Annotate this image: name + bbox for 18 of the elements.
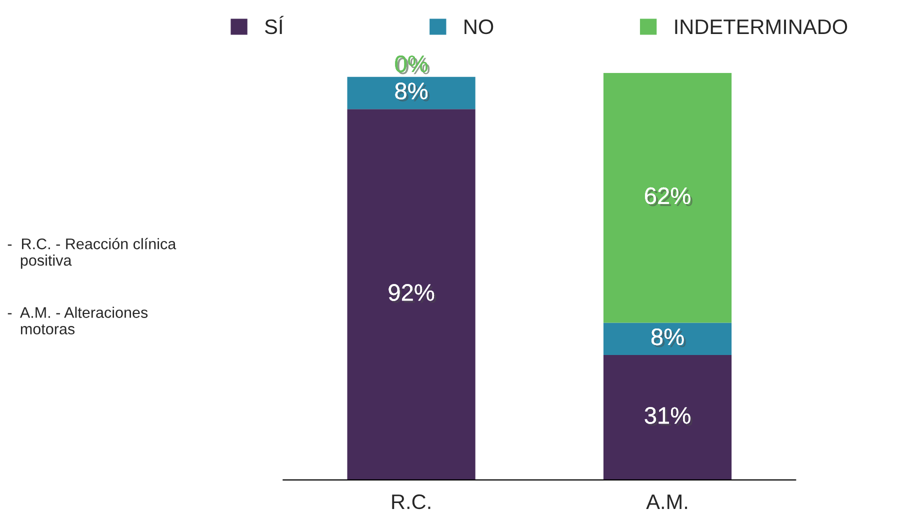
bar (603, 322, 732, 356)
legend-label: SÍ (264, 16, 284, 34)
x-tick-label: A.M. (646, 494, 688, 509)
data-label: 31% (644, 407, 692, 426)
x-tick-label: R.C. (392, 494, 430, 510)
data-label: 8% (395, 82, 430, 102)
text: - A.M. - Alteraciones motoras (8, 306, 148, 334)
data-label: 8% (651, 328, 686, 348)
data-label: 92% (388, 284, 436, 303)
data-label: 62% (645, 187, 692, 206)
bar (347, 109, 476, 480)
legend-label: INDETERMINADO (675, 19, 848, 34)
data-label: 0% (395, 56, 430, 74)
bar (347, 76, 476, 110)
text: - R.C. - Reacción clínica positiva (8, 238, 176, 269)
bar (603, 72, 732, 323)
bar (603, 355, 732, 480)
legend-label: NO (464, 19, 494, 34)
